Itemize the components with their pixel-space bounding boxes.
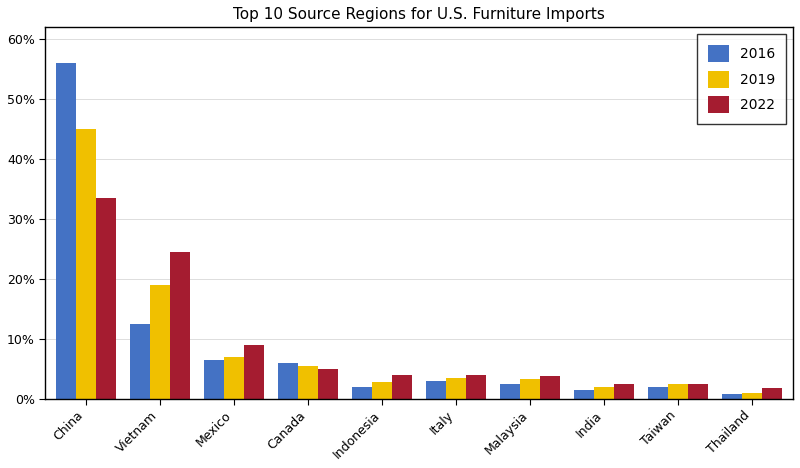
Bar [742, 393, 762, 399]
Bar [392, 375, 412, 399]
Bar [76, 129, 96, 399]
Bar [352, 387, 372, 399]
Bar [224, 357, 244, 399]
Bar [96, 198, 116, 399]
Bar [648, 387, 668, 399]
Bar [130, 324, 150, 399]
Bar [520, 380, 540, 399]
Bar [56, 63, 76, 399]
Bar [204, 360, 224, 399]
Bar [688, 384, 708, 399]
Bar [318, 369, 338, 399]
Bar [722, 394, 742, 399]
Bar [668, 384, 688, 399]
Bar [614, 384, 634, 399]
Bar [244, 345, 264, 399]
Bar [426, 380, 446, 399]
Bar [762, 388, 782, 399]
Bar [446, 378, 466, 399]
Bar [540, 376, 560, 399]
Bar [170, 252, 190, 399]
Bar [150, 285, 170, 399]
Bar [466, 375, 486, 399]
Legend: 2016, 2019, 2022: 2016, 2019, 2022 [697, 34, 786, 124]
Bar [298, 366, 318, 399]
Bar [372, 382, 392, 399]
Bar [574, 390, 594, 399]
Bar [594, 387, 614, 399]
Bar [500, 384, 520, 399]
Title: Top 10 Source Regions for U.S. Furniture Imports: Top 10 Source Regions for U.S. Furniture… [234, 7, 605, 22]
Bar [278, 363, 298, 399]
